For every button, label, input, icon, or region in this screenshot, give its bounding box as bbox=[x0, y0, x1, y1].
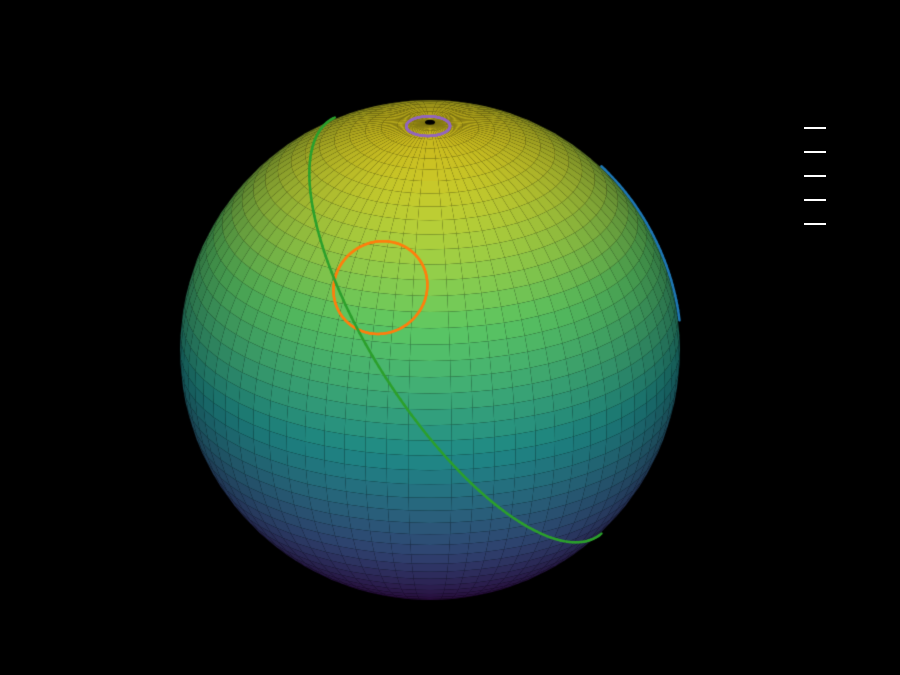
legend-item-trajectory-4 bbox=[804, 192, 834, 208]
legend-item-trajectory-3 bbox=[804, 168, 834, 184]
legend-swatch-1 bbox=[804, 127, 826, 129]
legend-item-trajectory-1 bbox=[804, 120, 834, 136]
legend-swatch-2 bbox=[804, 151, 826, 153]
legend-swatch-4 bbox=[804, 199, 826, 201]
legend-item-trajectory-5 bbox=[804, 216, 834, 232]
legend bbox=[804, 120, 834, 240]
legend-swatch-3 bbox=[804, 175, 826, 177]
legend-item-trajectory-2 bbox=[804, 144, 834, 160]
legend-swatch-5 bbox=[804, 223, 826, 225]
sphere-trajectories-3d-plot[interactable] bbox=[0, 0, 900, 675]
